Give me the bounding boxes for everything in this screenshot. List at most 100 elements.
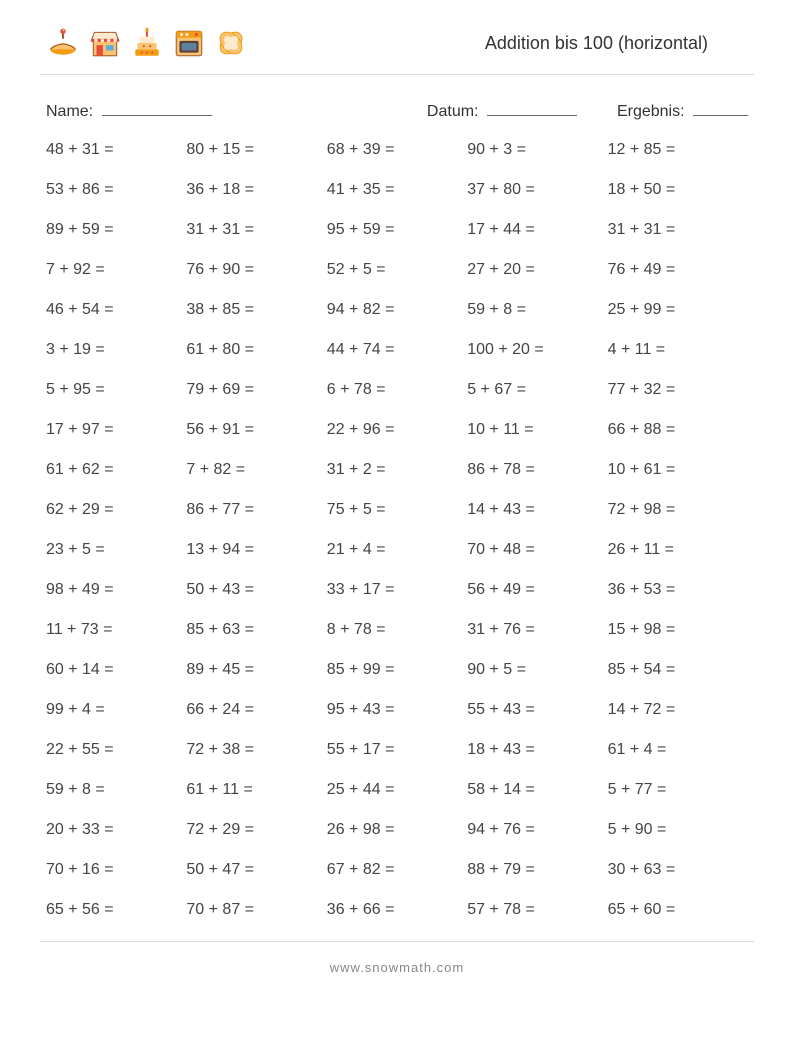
problem-cell: 76 + 90 = [186,261,326,279]
problem-cell: 50 + 43 = [186,581,326,599]
pie-icon [46,26,80,60]
problem-cell: 85 + 63 = [186,621,326,639]
problem-cell: 90 + 5 = [467,661,607,679]
problem-cell: 11 + 73 = [46,621,186,639]
icon-strip [46,26,248,60]
problem-cell: 90 + 3 = [467,141,607,159]
problem-cell: 55 + 43 = [467,701,607,719]
problem-cell: 36 + 66 = [327,901,467,919]
problem-cell: 57 + 78 = [467,901,607,919]
problem-cell: 72 + 38 = [186,741,326,759]
problem-cell: 27 + 20 = [467,261,607,279]
result-label: Ergebnis: [617,103,685,120]
problem-cell: 25 + 99 = [608,301,748,319]
problem-cell: 26 + 98 = [327,821,467,839]
problem-cell: 31 + 2 = [327,461,467,479]
problem-cell: 7 + 92 = [46,261,186,279]
problem-cell: 7 + 82 = [186,461,326,479]
problem-cell: 66 + 88 = [608,421,748,439]
header-row: Addition bis 100 (horizontal) [40,20,754,75]
problem-cell: 10 + 11 = [467,421,607,439]
problem-cell: 53 + 86 = [46,181,186,199]
cake-icon [130,26,164,60]
problem-cell: 61 + 11 = [186,781,326,799]
problem-cell: 59 + 8 = [46,781,186,799]
problem-cell: 26 + 11 = [608,541,748,559]
problem-cell: 98 + 49 = [46,581,186,599]
problem-cell: 13 + 94 = [186,541,326,559]
problem-cell: 70 + 87 = [186,901,326,919]
problem-cell: 52 + 5 = [327,261,467,279]
problem-cell: 70 + 16 = [46,861,186,879]
problem-cell: 8 + 78 = [327,621,467,639]
problem-cell: 6 + 78 = [327,381,467,399]
result-field: Ergebnis: [617,101,748,121]
problem-cell: 89 + 59 = [46,221,186,239]
problem-cell: 14 + 72 = [608,701,748,719]
problem-cell: 76 + 49 = [608,261,748,279]
problem-cell: 56 + 49 = [467,581,607,599]
problem-cell: 65 + 60 = [608,901,748,919]
problem-cell: 86 + 78 = [467,461,607,479]
problem-grid: 48 + 31 =80 + 15 =68 + 39 =90 + 3 =12 + … [40,129,754,942]
problem-cell: 23 + 5 = [46,541,186,559]
problem-cell: 5 + 90 = [608,821,748,839]
date-blank [487,101,577,116]
problem-cell: 68 + 39 = [327,141,467,159]
problem-cell: 12 + 85 = [608,141,748,159]
problem-cell: 58 + 14 = [467,781,607,799]
problem-cell: 30 + 63 = [608,861,748,879]
result-blank [693,101,748,116]
problem-cell: 59 + 8 = [467,301,607,319]
problem-cell: 56 + 91 = [186,421,326,439]
problem-cell: 61 + 80 = [186,341,326,359]
problem-cell: 31 + 31 = [186,221,326,239]
problem-cell: 31 + 76 = [467,621,607,639]
problem-cell: 5 + 67 = [467,381,607,399]
date-label: Datum: [427,103,479,120]
problem-cell: 61 + 62 = [46,461,186,479]
problem-cell: 55 + 17 = [327,741,467,759]
problem-cell: 20 + 33 = [46,821,186,839]
problem-cell: 67 + 82 = [327,861,467,879]
problem-cell: 48 + 31 = [46,141,186,159]
problem-cell: 3 + 19 = [46,341,186,359]
problem-cell: 25 + 44 = [327,781,467,799]
problem-cell: 22 + 96 = [327,421,467,439]
problem-cell: 5 + 77 = [608,781,748,799]
problem-cell: 37 + 80 = [467,181,607,199]
problem-cell: 38 + 85 = [186,301,326,319]
problem-cell: 88 + 79 = [467,861,607,879]
date-field: Datum: [427,101,577,121]
problem-cell: 33 + 17 = [327,581,467,599]
problem-cell: 94 + 76 = [467,821,607,839]
problem-cell: 72 + 29 = [186,821,326,839]
problem-cell: 17 + 44 = [467,221,607,239]
problem-cell: 72 + 98 = [608,501,748,519]
problem-cell: 36 + 53 = [608,581,748,599]
problem-cell: 4 + 11 = [608,341,748,359]
problem-cell: 46 + 54 = [46,301,186,319]
problem-cell: 77 + 32 = [608,381,748,399]
problem-cell: 31 + 31 = [608,221,748,239]
problem-cell: 62 + 29 = [46,501,186,519]
problem-cell: 5 + 95 = [46,381,186,399]
name-field: Name: [46,101,427,121]
problem-cell: 66 + 24 = [186,701,326,719]
problem-cell: 80 + 15 = [186,141,326,159]
problem-cell: 17 + 97 = [46,421,186,439]
problem-cell: 86 + 77 = [186,501,326,519]
problem-cell: 85 + 54 = [608,661,748,679]
problem-cell: 21 + 4 = [327,541,467,559]
page-title: Addition bis 100 (horizontal) [485,33,748,54]
problem-cell: 85 + 99 = [327,661,467,679]
problem-cell: 15 + 98 = [608,621,748,639]
problem-cell: 65 + 56 = [46,901,186,919]
problem-cell: 79 + 69 = [186,381,326,399]
problem-cell: 75 + 5 = [327,501,467,519]
problem-cell: 10 + 61 = [608,461,748,479]
problem-cell: 14 + 43 = [467,501,607,519]
name-blank [102,101,212,116]
problem-cell: 41 + 35 = [327,181,467,199]
problem-cell: 18 + 43 = [467,741,607,759]
